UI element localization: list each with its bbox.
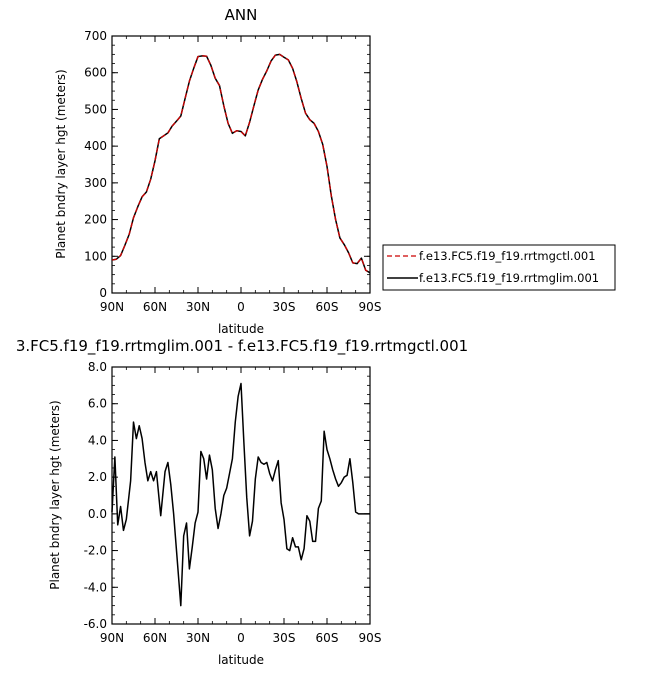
legend-label-ctl: f.e13.FC5.f19_f19.rrtmgctl.001 (419, 249, 596, 263)
bottom-x-tick-label: 30S (273, 631, 296, 645)
top-y-tick-label: 700 (84, 29, 107, 43)
top-series-line-1 (111, 53, 371, 274)
top-series-line-0 (111, 53, 371, 274)
top-y-tick-label: 200 (84, 213, 107, 227)
bottom-x-tick-label: 30N (186, 631, 210, 645)
top-x-axis-label: latitude (218, 322, 264, 336)
bottom-y-tick-label: 2.0 (88, 470, 107, 484)
legend-label-lim: f.e13.FC5.f19_f19.rrtmglim.001 (419, 271, 599, 285)
bottom-series-line-0 (111, 382, 370, 607)
bottom-x-tick-label: 0 (237, 631, 245, 645)
top-y-tick-label: 100 (84, 249, 107, 263)
bottom-y-axis-label: Planet bndry layer hgt (meters) (48, 400, 62, 590)
legend-box (382, 244, 616, 291)
bottom-y-tick-label: 8.0 (88, 360, 107, 374)
bottom-x-tick-label: 90S (359, 631, 382, 645)
bottom-panel: 3.FC5.f19_f19.rrtmglim.001 - f.e13.FC5.f… (16, 337, 468, 667)
top-y-tick-label: 300 (84, 176, 107, 190)
bottom-x-tick-label: 90N (100, 631, 124, 645)
top-x-tick-labels: 90N 60N 30N 0 30S 60S 90S (100, 300, 382, 314)
top-series-lines (111, 53, 371, 274)
top-x-tick-label: 90S (359, 300, 382, 314)
bottom-y-tick-label: -6.0 (84, 617, 107, 631)
top-y-axis-label: Planet bndry layer hgt (meters) (54, 69, 68, 259)
bottom-x-axis-label: latitude (218, 653, 264, 667)
top-x-tick-label: 90N (100, 300, 124, 314)
top-chart-title: ANN (225, 6, 258, 24)
top-y-tick-label: 400 (84, 139, 107, 153)
top-x-tick-label: 60S (316, 300, 339, 314)
bottom-ticks (111, 366, 371, 625)
bottom-y-tick-label: 6.0 (88, 397, 107, 411)
top-x-tick-label: 30N (186, 300, 210, 314)
top-panel: ANN 0 100 200 300 400 500 600 700 90N 60N 30N 0 30S… (54, 6, 381, 336)
top-ticks (111, 35, 371, 294)
top-y-tick-labels: 0 100 200 300 400 500 600 700 (84, 29, 107, 300)
bottom-y-tick-labels: -6.0 -4.0 -2.0 0.0 2.0 4.0 6.0 8.0 (84, 360, 107, 631)
bottom-x-tick-label: 60S (316, 631, 339, 645)
top-x-tick-label: 0 (237, 300, 245, 314)
top-plot-frame (111, 35, 371, 294)
bottom-y-tick-label: 0.0 (88, 507, 107, 521)
top-y-tick-label: 600 (84, 66, 107, 80)
bottom-y-tick-label: -2.0 (84, 544, 107, 558)
bottom-series-lines (111, 382, 370, 607)
bottom-x-tick-labels: 90N 60N 30N 0 30S 60S 90S (100, 631, 382, 645)
legend: f.e13.FC5.f19_f19.rrtmgctl.001 f.e13.FC5… (382, 244, 616, 291)
bottom-y-tick-label: 4.0 (88, 433, 107, 447)
top-x-tick-label: 60N (143, 300, 167, 314)
bottom-x-tick-label: 60N (143, 631, 167, 645)
bottom-chart-title: 3.FC5.f19_f19.rrtmglim.001 - f.e13.FC5.f… (16, 337, 468, 356)
top-y-tick-label: 500 (84, 102, 107, 116)
top-y-tick-label: 0 (99, 286, 107, 300)
bottom-plot-frame (111, 366, 371, 625)
top-x-tick-label: 30S (273, 300, 296, 314)
bottom-y-tick-label: -4.0 (84, 580, 107, 594)
